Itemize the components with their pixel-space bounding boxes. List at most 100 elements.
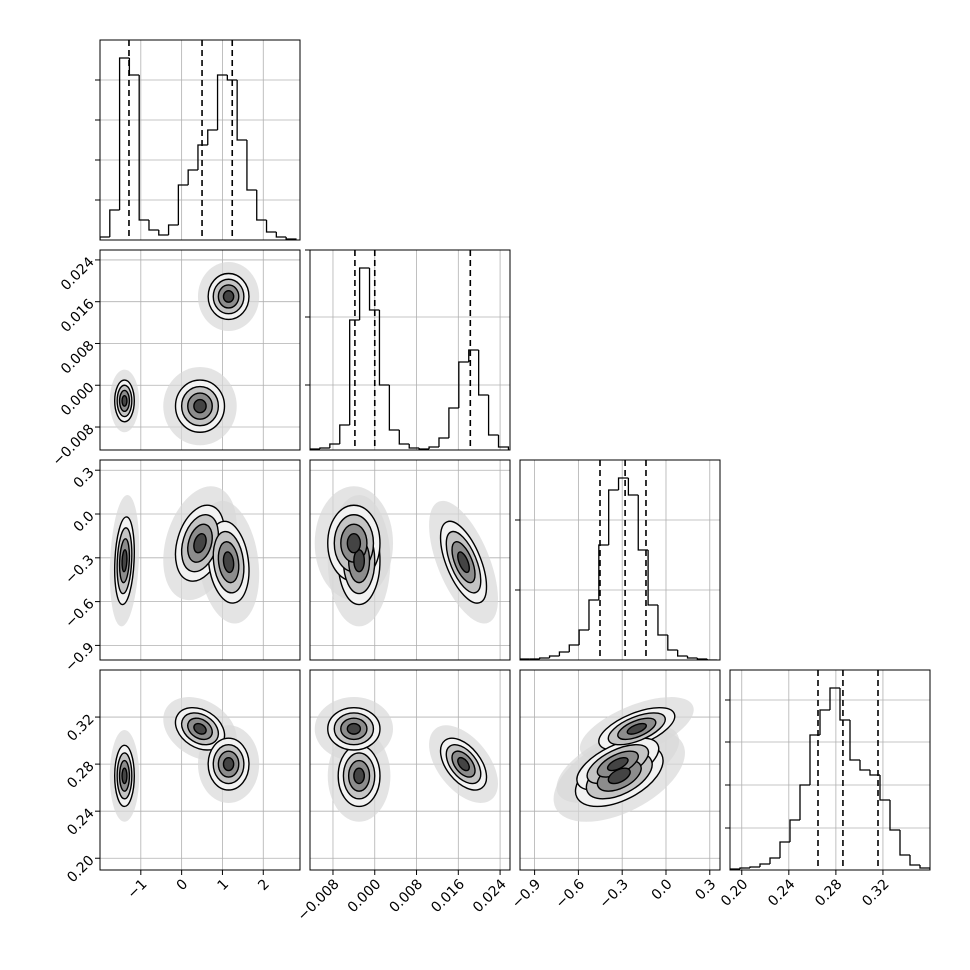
histogram-bin — [100, 236, 110, 240]
x-tick-label: 0.28 — [812, 876, 845, 909]
histogram-bin — [730, 868, 740, 870]
histogram-bin — [226, 75, 238, 81]
histogram-bin — [608, 489, 619, 545]
y-tick-label: −0.6 — [62, 596, 97, 631]
density-contour — [606, 756, 629, 772]
histogram-bin — [438, 437, 449, 447]
histogram-bin — [197, 144, 208, 170]
histogram-bin — [869, 770, 880, 776]
panel — [100, 670, 300, 870]
histogram-bin — [478, 350, 489, 396]
y-tick-label: −0.9 — [62, 640, 97, 675]
x-tick-label: 2 — [255, 876, 273, 894]
x-tick-label: 0.008 — [387, 876, 427, 916]
histogram-bin — [109, 209, 120, 237]
histogram-bin — [246, 140, 257, 191]
x-tick-label: 0.3 — [692, 876, 719, 903]
histogram-bin — [919, 865, 930, 870]
x-tick-label: −1 — [125, 876, 151, 902]
histogram-bin — [236, 80, 247, 141]
panel-frame — [309, 459, 511, 661]
histogram-bin — [118, 57, 130, 210]
histogram-bin — [167, 224, 179, 235]
histogram-bin — [706, 659, 718, 660]
histogram-bin — [398, 430, 410, 445]
histogram-bin — [686, 656, 698, 659]
histogram-bin — [909, 855, 920, 866]
panel-frame — [309, 249, 511, 451]
y-tick-label: 0.28 — [64, 758, 97, 791]
density-contour — [121, 549, 128, 573]
y-tick-label: 0.0 — [71, 508, 98, 535]
x-tick-label: 0.24 — [765, 876, 798, 909]
histogram-bin — [859, 760, 870, 771]
histogram-bin — [329, 443, 340, 448]
histogram-bin — [759, 863, 770, 867]
y-tick-label: 0.3 — [71, 465, 98, 492]
panel — [100, 250, 300, 450]
histogram-bin — [177, 184, 189, 225]
panel — [310, 460, 510, 660]
y-tick-label: 0.024 — [58, 254, 98, 294]
histogram-bin — [408, 444, 420, 449]
histogram-bin — [578, 629, 589, 645]
histogram-bin — [428, 446, 439, 449]
y-tick-label: 0.24 — [64, 805, 97, 838]
panel-frame — [519, 459, 721, 661]
histogram-bin — [265, 220, 277, 233]
histogram-bin — [598, 544, 609, 600]
panel-frame — [309, 669, 511, 871]
y-tick-label: 0.000 — [58, 380, 98, 420]
density-contour — [121, 767, 128, 785]
histogram-bin — [657, 605, 668, 636]
histogram-bin — [588, 599, 599, 630]
density-contour — [457, 756, 470, 772]
y-tick-label: 0.016 — [58, 296, 98, 336]
density-contour — [626, 722, 647, 735]
x-tick-label: −0.3 — [596, 876, 631, 911]
y-tick-label: −0.3 — [62, 552, 97, 587]
panel-frame — [519, 669, 721, 871]
histogram-bin — [627, 478, 639, 496]
histogram-bin — [216, 74, 228, 130]
y-tick-label: 0.20 — [64, 853, 97, 886]
x-tick-label: 0.016 — [428, 876, 468, 916]
x-tick-label: 0.024 — [470, 876, 510, 916]
histogram-bin — [548, 655, 560, 658]
density-contour — [222, 551, 235, 574]
density-contour — [193, 722, 207, 735]
histogram-bin — [497, 435, 510, 450]
panel — [310, 250, 510, 450]
density-contour — [121, 394, 128, 407]
histogram-bin — [358, 267, 370, 320]
histogram-bin — [879, 775, 890, 801]
histogram-bin — [769, 857, 780, 864]
histogram-bin — [310, 448, 320, 450]
histogram-bin — [319, 447, 330, 449]
histogram-bin — [368, 268, 380, 311]
panel-frame — [99, 39, 301, 241]
panel — [520, 460, 720, 660]
x-tick-label: 0.0 — [649, 876, 676, 903]
density-contour — [457, 551, 470, 574]
density-contour — [222, 290, 235, 303]
histogram-bin — [739, 867, 750, 869]
panel-frame — [99, 459, 301, 661]
histogram-bin — [647, 550, 658, 606]
panel-frame — [99, 249, 301, 451]
histogram-bin — [256, 190, 267, 221]
histogram-bin — [889, 800, 900, 831]
histogram-bin — [749, 866, 760, 868]
histogram-bin — [418, 448, 430, 450]
panel-frame — [99, 669, 301, 871]
histogram-bin — [667, 635, 678, 651]
y-tick-label: −0.008 — [50, 421, 98, 469]
histogram-bin — [349, 319, 360, 425]
x-tick-label: 0 — [174, 876, 192, 894]
histogram-bin — [779, 841, 790, 858]
histogram-bin — [207, 129, 218, 145]
x-tick-label: −0.9 — [509, 876, 544, 911]
histogram-bin — [809, 734, 820, 785]
histogram-bin — [487, 395, 499, 436]
